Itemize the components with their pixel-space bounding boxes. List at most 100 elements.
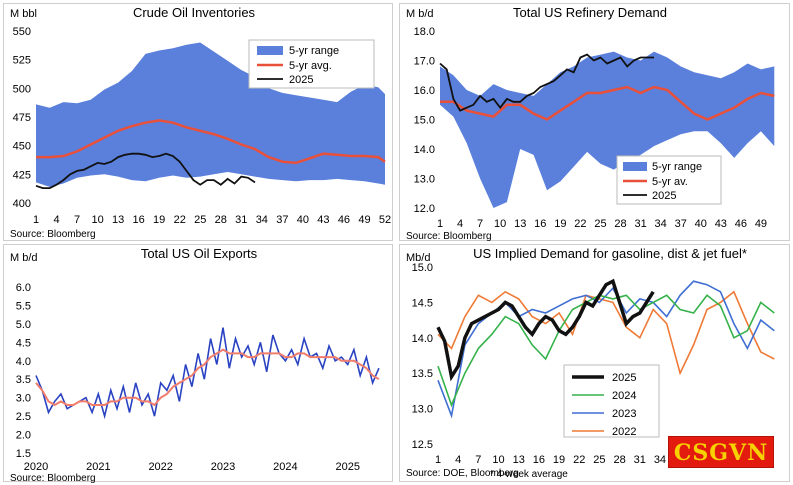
x-tick-label: 46 — [735, 218, 747, 230]
x-tick-label: 10 — [494, 218, 506, 230]
source-note: Source: Bloomberg — [10, 229, 96, 240]
x-tick-label: 31 — [634, 454, 646, 466]
y-tick-label: 12.5 — [412, 439, 433, 451]
x-tick-label: 2024 — [273, 461, 297, 473]
y-tick-label: 5.0 — [16, 319, 31, 331]
series-5yr-range — [36, 42, 385, 187]
x-tick-label: 49 — [755, 218, 767, 230]
x-tick-label: 19 — [153, 214, 165, 226]
x-tick-label: 2021 — [86, 461, 110, 473]
series-2022 — [437, 290, 775, 376]
legend-label: 2025 — [612, 372, 636, 384]
chart-title: Crude Oil Inventories — [133, 5, 256, 20]
chart-title: Total US Oil Exports — [141, 246, 258, 261]
x-tick-label: 7 — [74, 214, 80, 226]
x-tick-label: 49 — [358, 214, 370, 226]
x-tick-label: 22 — [573, 454, 585, 466]
x-tick-label: 16 — [533, 454, 545, 466]
x-tick-label: 43 — [715, 218, 727, 230]
x-tick-label: 31 — [235, 214, 247, 226]
y-tick-label: 2.5 — [16, 411, 31, 423]
x-tick-label: 4 — [53, 214, 59, 226]
y-tick-label: 15.0 — [412, 262, 433, 274]
series-5yr-avg — [440, 85, 775, 121]
legend-label: 5-yr range — [289, 45, 339, 57]
x-tick-label: 16 — [133, 214, 145, 226]
x-tick-label: 2022 — [148, 461, 172, 473]
y-tick-label: 13.5 — [412, 368, 433, 380]
source-note: Source: DOE, Bloomberg — [406, 468, 519, 479]
x-tick-label: 13 — [514, 218, 526, 230]
series-5yr-range — [440, 51, 775, 208]
x-tick-label: 1 — [437, 218, 443, 230]
source-note: Source: Bloomberg — [406, 231, 492, 242]
series-2025 — [436, 278, 655, 382]
x-tick-label: 46 — [338, 214, 350, 226]
y-tick-label: 2.0 — [16, 430, 31, 442]
x-tick-label: 19 — [554, 218, 566, 230]
x-tick-label: 28 — [614, 218, 626, 230]
y-tick-label: 3.0 — [16, 393, 31, 405]
chart-svg: Total US Oil Exports M b/d 1.5 2.0 2.5 3.0 3.5… — [10, 246, 380, 483]
y-tick-label: 525 — [13, 55, 31, 67]
x-tick-label: 40 — [695, 218, 707, 230]
legend-label: 2022 — [612, 426, 636, 438]
y-tick-label: 16.0 — [414, 85, 435, 97]
x-tick-label: 43 — [317, 214, 329, 226]
x-tick-label: 34 — [655, 218, 667, 230]
x-tick-label: 16 — [534, 218, 546, 230]
series-2025 — [35, 152, 256, 189]
y-tick-label: 14.5 — [412, 297, 433, 309]
y-tick-label: 14.0 — [412, 333, 433, 345]
x-tick-label: 2020 — [24, 461, 48, 473]
y-tick-label: 12.0 — [414, 203, 435, 215]
y-tick-label: 550 — [13, 26, 31, 38]
x-tick-label: 52 — [379, 214, 391, 226]
watermark-logo: CSGVN — [668, 436, 774, 468]
x-tick-label: 1 — [435, 454, 441, 466]
y-axis-unit-label: M b/d — [10, 252, 38, 264]
y-tick-label: 13.0 — [412, 404, 433, 416]
x-tick-label: 2023 — [211, 461, 235, 473]
x-tick-label: 4 — [457, 218, 463, 230]
x-tick-label: 4 — [455, 454, 461, 466]
series-weekly-exports — [35, 327, 380, 420]
chart-total-us-oil-exports: Total US Oil Exports M b/d 1.5 2.0 2.5 3.0 3.5… — [3, 244, 393, 483]
y-axis-unit-label: Mb/d — [406, 252, 430, 264]
y-tick-label: 4.5 — [16, 337, 31, 349]
y-tick-label: 500 — [13, 83, 31, 95]
legend-label: 2024 — [612, 390, 636, 402]
x-tick-label: 1 — [33, 214, 39, 226]
y-tick-label: 6.0 — [16, 282, 31, 294]
y-tick-label: 15.0 — [414, 115, 435, 127]
x-tick-label: 31 — [634, 218, 646, 230]
chart-svg: Total US Refinery Demand M b/d 12.0 13.0 14.… — [406, 5, 775, 242]
y-tick-label: 475 — [13, 112, 31, 124]
x-tick-label: 25 — [594, 218, 606, 230]
legend-label: 5-yr avg. — [289, 60, 332, 72]
x-tick-label: 37 — [276, 214, 288, 226]
chart-crude-oil-inventories: Crude Oil Inventories M bbl 400 425 450 475 50… — [3, 3, 393, 241]
y-tick-label: 14.0 — [414, 144, 435, 156]
legend-label: 2023 — [612, 408, 636, 420]
x-tick-label: 7 — [477, 218, 483, 230]
x-tick-label: 34 — [654, 454, 666, 466]
y-tick-label: 1.5 — [16, 448, 31, 460]
x-tick-label: 25 — [194, 214, 206, 226]
x-tick-label: 25 — [593, 454, 605, 466]
legend-label: 5-yr range — [652, 161, 702, 173]
legend-label: 5-yr av. — [652, 176, 688, 188]
x-tick-label: 13 — [112, 214, 124, 226]
footnote: * 4-week average — [490, 469, 568, 480]
x-tick-label: 22 — [174, 214, 186, 226]
series-2024 — [437, 294, 775, 408]
legend-label: 2025 — [289, 74, 313, 86]
chart-title: Total US Refinery Demand — [513, 5, 667, 20]
y-tick-label: 450 — [13, 141, 31, 153]
y-tick-label: 4.0 — [16, 356, 31, 368]
series-exports-average — [35, 348, 380, 407]
y-tick-label: 3.5 — [16, 374, 31, 386]
y-tick-label: 13.0 — [414, 174, 435, 186]
y-tick-label: 425 — [13, 169, 31, 181]
y-tick-label: 17.0 — [414, 56, 435, 68]
